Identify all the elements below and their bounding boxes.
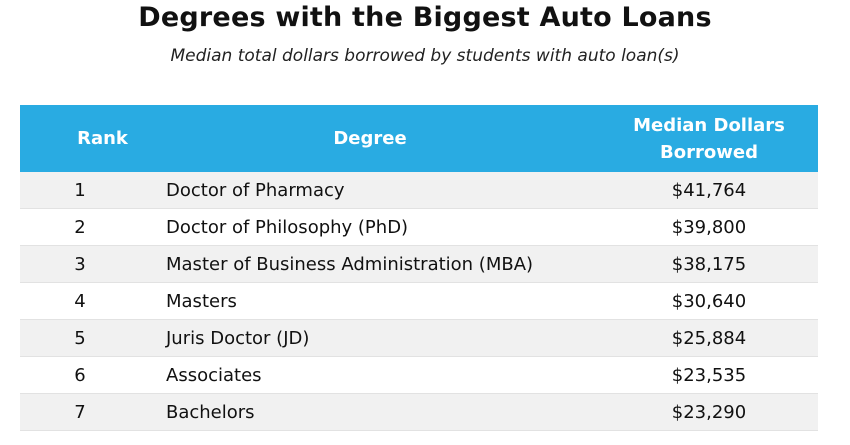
column-header: Rank: [20, 105, 140, 172]
table-cell: Doctor of Philosophy (PhD): [140, 208, 600, 246]
table-row: 5 Juris Doctor (JD) $25,884: [20, 319, 818, 357]
table-cell: $41,764: [600, 172, 818, 209]
table-cell: $23,290: [600, 393, 818, 431]
table-cell: 7: [20, 393, 140, 431]
table-cell: Masters: [140, 282, 600, 320]
title: Degrees with the Biggest Auto Loans: [138, 2, 712, 33]
table-cell: $23,535: [600, 356, 818, 394]
table-cell: $38,175: [600, 245, 818, 283]
table-cell: 1: [20, 172, 140, 209]
table-row: 7 Bachelors $23,290: [20, 393, 818, 431]
table-cell: 3: [20, 245, 140, 283]
column-header-text: Median Dollars Borrowed: [633, 114, 785, 163]
table-cell: 6: [20, 356, 140, 394]
subtitle: Median total dollars borrowed by student…: [170, 46, 680, 66]
column-header: Median Dollars Borrowed: [600, 105, 818, 172]
table-cell: Doctor of Pharmacy: [140, 172, 600, 209]
header-row: Rank Degree Median Dollars Borrowed: [20, 105, 818, 172]
table-row: 2 Doctor of Philosophy (PhD) $39,800: [20, 208, 818, 246]
table-cell: 4: [20, 282, 140, 320]
table-cell: 2: [20, 208, 140, 246]
table-cell: Bachelors: [140, 393, 600, 431]
table-cell: Juris Doctor (JD): [140, 319, 600, 357]
table-cell: $39,800: [600, 208, 818, 246]
table-cell: 5: [20, 319, 140, 357]
column-header-text: Degree: [333, 128, 407, 149]
table-row: 6 Associates $23,535: [20, 356, 818, 394]
table-row: 1 Doctor of Pharmacy $41,764: [20, 172, 818, 209]
table-cell: Associates: [140, 356, 600, 394]
table: Rank Degree Median Dollars Borrowed 1 Docto…: [20, 105, 818, 431]
table-cell: Master of Business Administration (MBA): [140, 245, 600, 283]
table-cell: $30,640: [600, 282, 818, 320]
table-cell: $25,884: [600, 319, 818, 357]
table-row: 4 Masters $30,640: [20, 282, 818, 320]
table-body: 1 Doctor of Pharmacy $41,764 2 Doctor of Phi…: [20, 172, 818, 431]
table-row: 3 Master of Business Administration (MBA)…: [20, 245, 818, 283]
column-header-text: Rank: [77, 128, 128, 149]
column-header: Degree: [140, 105, 600, 172]
